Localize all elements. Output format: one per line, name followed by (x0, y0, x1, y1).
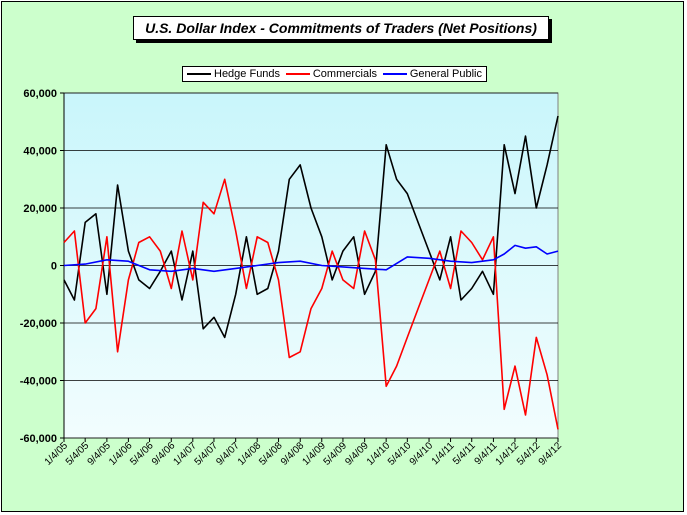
x-tick-label: 9/4/09 (343, 440, 371, 468)
chart-legend: Hedge Funds Commercials General Public (182, 66, 487, 82)
x-tick-label: 5/4/06 (128, 440, 156, 468)
legend-label-commercials: Commercials (312, 68, 378, 80)
legend-label-hedge-funds: Hedge Funds (214, 68, 281, 80)
x-tick-label: 5/4/11 (451, 440, 478, 467)
x-tick-label: 9/4/05 (86, 440, 114, 468)
legend-swatch-general-public (382, 73, 407, 75)
x-tick-label: 9/4/06 (150, 440, 178, 468)
x-tick-label: 5/4/10 (386, 440, 414, 468)
x-tick-label: 9/4/07 (214, 440, 242, 468)
x-tick-label: 9/4/12 (537, 440, 565, 468)
y-tick-label: -40,000 (20, 376, 57, 388)
series-line-general-public (63, 244, 559, 273)
y-tick-label: 60,000 (23, 88, 57, 100)
y-tick-label: -20,000 (20, 318, 57, 330)
y-tick-label: 0 (51, 261, 57, 273)
x-tick-label: 1/4/11 (430, 440, 457, 467)
legend-item-general-public: General Public (382, 68, 482, 80)
x-tick-label: 9/4/08 (279, 440, 307, 468)
x-tick-label: 5/4/07 (193, 440, 221, 468)
legend-item-commercials: Commercials (285, 68, 378, 80)
x-tick-label: 5/4/09 (322, 440, 350, 468)
y-tick-label: 40,000 (23, 146, 57, 158)
chart-title-text: U.S. Dollar Index - Commitments of Trade… (145, 20, 537, 36)
y-tick-label: -60,000 (20, 433, 57, 445)
series-line-hedge-funds (63, 115, 559, 339)
chart-title: U.S. Dollar Index - Commitments of Trade… (133, 16, 549, 40)
x-tick-label: 9/4/10 (408, 440, 436, 468)
legend-item-hedge-funds: Hedge Funds (187, 68, 280, 80)
x-tick-label: 5/4/12 (515, 440, 543, 468)
legend-label-general-public: General Public (409, 68, 482, 80)
series-line-commercials (63, 178, 559, 430)
x-tick-label: 5/4/08 (257, 440, 285, 468)
legend-swatch-hedge-funds (187, 73, 211, 75)
y-tick-label: 20,000 (23, 203, 57, 215)
x-tick-label: 5/4/05 (64, 440, 92, 468)
legend-swatch-commercials (285, 73, 310, 75)
